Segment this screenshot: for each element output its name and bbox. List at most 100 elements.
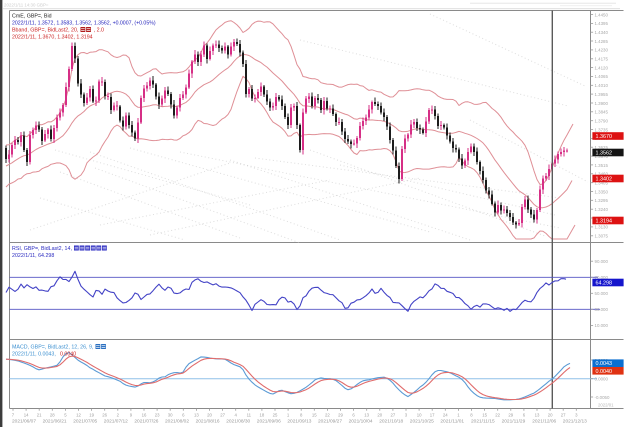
svg-text:5: 5 [64,412,67,417]
svg-text:2021/10/18: 2021/10/18 [379,419,403,425]
svg-text:16: 16 [142,412,147,417]
svg-text:1.3735: 1.3735 [595,127,609,132]
svg-text:2021/10/04: 2021/10/04 [349,419,373,425]
svg-text:1.3460: 1.3460 [595,172,609,177]
svg-text:50.000: 50.000 [595,291,609,296]
svg-text:29: 29 [508,412,513,417]
svg-text:0.0000: 0.0000 [595,377,609,382]
svg-text:26: 26 [102,412,107,417]
svg-text:27: 27 [391,412,396,417]
svg-text:1.4450: 1.4450 [595,12,609,17]
svg-text:25: 25 [273,412,278,417]
svg-text:8: 8 [300,412,303,417]
svg-text:6: 6 [523,412,526,417]
svg-text:27: 27 [561,412,566,417]
svg-text:1.3845: 1.3845 [595,110,609,115]
svg-text:12: 12 [76,412,81,417]
svg-text:2021/07/12: 2021/07/12 [104,419,128,425]
svg-text:2022/1/11, 64.298: 2022/1/11, 64.298 [12,253,54,259]
svg-text:2021/12/06: 2021/12/06 [532,419,556,425]
svg-text:90.000: 90.000 [595,259,609,264]
svg-text:10.000: 10.000 [595,323,609,328]
svg-text:1.3625: 1.3625 [595,145,609,150]
svg-text:1.4340: 1.4340 [595,30,609,35]
svg-text:28: 28 [50,412,55,417]
svg-text:64.298: 64.298 [596,281,613,287]
svg-text:1.3670: 1.3670 [596,134,613,140]
svg-text:, 2.0: , 2.0 [94,28,104,34]
svg-text:29: 29 [338,412,343,417]
svg-text:7: 7 [12,412,15,417]
svg-text:6: 6 [182,412,185,417]
svg-text:13: 13 [535,412,540,417]
svg-text:1.3790: 1.3790 [595,119,609,124]
svg-text:1.3075: 1.3075 [595,234,609,239]
svg-text:1.3515: 1.3515 [595,163,609,168]
svg-text:2021/08/16: 2021/08/16 [196,419,220,425]
svg-text:2021/11/15: 2021/11/15 [471,419,495,425]
svg-text:2021/09/13: 2021/09/13 [287,419,311,425]
svg-text:1.4230: 1.4230 [595,48,609,53]
svg-text:2021/08/30: 2021/08/30 [226,419,250,425]
svg-text:2021/06/07: 2021/06/07 [12,419,36,425]
svg-text:1.4285: 1.4285 [595,39,609,44]
svg-text:17: 17 [430,412,435,417]
svg-text:6: 6 [352,412,355,417]
svg-text:1.3350: 1.3350 [595,189,609,194]
svg-text:1.3562: 1.3562 [596,151,613,157]
svg-text:-0.0050: -0.0050 [595,395,610,400]
svg-text:27: 27 [220,412,225,417]
svg-text:1.4175: 1.4175 [595,57,609,62]
svg-text:1.4395: 1.4395 [595,21,609,26]
svg-text:2022/1/11, 0.0043,: 2022/1/11, 0.0043, [12,352,56,358]
svg-text:24: 24 [443,412,448,417]
svg-text:2021/09/27: 2021/09/27 [318,419,342,425]
svg-text:4: 4 [235,412,238,417]
svg-text:22: 22 [325,412,330,417]
svg-text:1.3402: 1.3402 [596,177,613,183]
svg-text:1: 1 [287,412,290,417]
svg-text:1.3130: 1.3130 [595,225,609,230]
svg-text:15: 15 [482,412,487,417]
svg-text:13: 13 [194,412,199,417]
svg-text:10: 10 [417,412,422,417]
svg-text:2021/06/21: 2021/06/21 [43,419,67,425]
svg-text:2022/1/11 14:30 GBP=: 2022/1/11 14:30 GBP= [4,3,49,8]
svg-text:1.4120: 1.4120 [595,65,609,70]
svg-text:1.3955: 1.3955 [595,92,609,97]
svg-text:0.0040: 0.0040 [596,369,613,375]
svg-text:20: 20 [207,412,212,417]
svg-text:30: 30 [168,412,173,417]
svg-text:1.3405: 1.3405 [595,181,609,186]
svg-text:23: 23 [155,412,160,417]
svg-text:8: 8 [470,412,473,417]
svg-text:2021/07/26: 2021/07/26 [134,419,158,425]
svg-text:2022/1/11, 1.3572, 1.3583, 1.3: 2022/1/11, 1.3572, 1.3583, 1.3562, 1.356… [12,21,156,27]
svg-text:RSI, GBP=, BidLast2, 14,: RSI, GBP=, BidLast2, 14, [12,246,72,252]
svg-text:2021/08/02: 2021/08/02 [165,419,189,425]
svg-text:1.3295: 1.3295 [595,198,609,203]
svg-text:0.0043: 0.0043 [596,361,613,367]
svg-text:1.4065: 1.4065 [595,74,609,79]
svg-text:9: 9 [130,412,133,417]
svg-text:2021/07/05: 2021/07/05 [73,419,97,425]
svg-text:1.3194: 1.3194 [596,219,613,225]
svg-text:2021/11/29: 2021/11/29 [502,419,526,425]
svg-text:19: 19 [89,412,94,417]
svg-text:2021/12/13: 2021/12/13 [563,419,587,425]
svg-text:2022/01: 2022/01 [598,403,614,408]
svg-text:13: 13 [364,412,369,417]
svg-text:CmE, GBP=, Bid: CmE, GBP=, Bid [12,14,52,20]
svg-text:70.000: 70.000 [595,275,609,280]
svg-text:18: 18 [260,412,265,417]
svg-text:Bband, GBP=, BidLast2, 20,: Bband, GBP=, BidLast2, 20, [12,28,78,34]
svg-text:2021/10/25: 2021/10/25 [410,419,434,425]
svg-text:0.0040: 0.0040 [60,352,76,358]
svg-text:20: 20 [377,412,382,417]
svg-text:1.3570: 1.3570 [595,154,609,159]
svg-text:20: 20 [548,412,553,417]
svg-text:1: 1 [457,412,460,417]
svg-text:22: 22 [495,412,500,417]
svg-text:2022/1/11, 1.3670, 1.3402, 1.3: 2022/1/11, 1.3670, 1.3402, 1.3194 [12,35,93,41]
svg-text:21: 21 [37,412,42,417]
